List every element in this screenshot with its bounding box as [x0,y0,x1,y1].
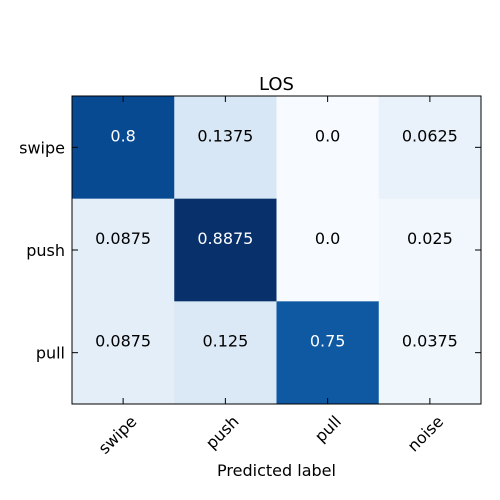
x-tick-labels: swipe push pull noise [95,412,448,458]
heatmap-cell-push-push [174,198,277,302]
x-tick-label: push [202,412,243,453]
cell-value-label: 0.0625 [402,126,458,145]
x-axis-label: Predicted label [217,461,336,480]
heatmap-cell-swipe-push [174,96,277,200]
y-tick-label: swipe [19,138,65,157]
chart-title: LOS [259,74,294,95]
x-tick-label: swipe [95,412,141,458]
x-tick-label: noise [404,412,448,456]
y-tick-label: push [26,241,65,260]
y-tick-labels: swipe push pull [19,138,65,362]
heatmap-cell-pull-pull [276,301,380,405]
heatmap-cell-pull-push [174,301,277,405]
y-tick-label: pull [36,344,65,363]
x-tick-label: pull [311,412,345,446]
heatmap-cell-swipe-pull [276,96,380,200]
cell-value-labels: 0.8 0.1375 0.0 0.0625 0.0875 0.8875 0.0 0.025 0.… [95,126,458,350]
heatmap-cell-pull-noise [378,301,482,405]
cell-value-label: 0.0 [315,126,340,145]
heatmap-cell-push-pull [276,198,380,302]
cell-value-label: 0.025 [407,229,453,248]
heatmap-cell-swipe-swipe [72,96,175,200]
cell-value-label: 0.0875 [95,332,151,351]
heatmap-cell-pull-swipe [72,301,175,405]
heatmap-cell-push-noise [378,198,482,302]
cell-value-label: 0.0875 [95,229,151,248]
cell-value-label: 0.0 [315,229,340,248]
heatmap-cell-push-swipe [72,198,175,302]
cell-value-label: 0.0375 [402,332,458,351]
cell-value-label: 0.8875 [197,229,253,248]
heatmap-cell-swipe-noise [378,96,482,200]
axis-ticks [72,96,481,404]
cell-value-label: 0.1375 [197,126,253,145]
cell-value-label: 0.75 [310,332,346,351]
cell-value-label: 0.8 [110,126,135,145]
cell-value-label: 0.125 [202,332,248,351]
heatmap-cells [72,96,482,405]
